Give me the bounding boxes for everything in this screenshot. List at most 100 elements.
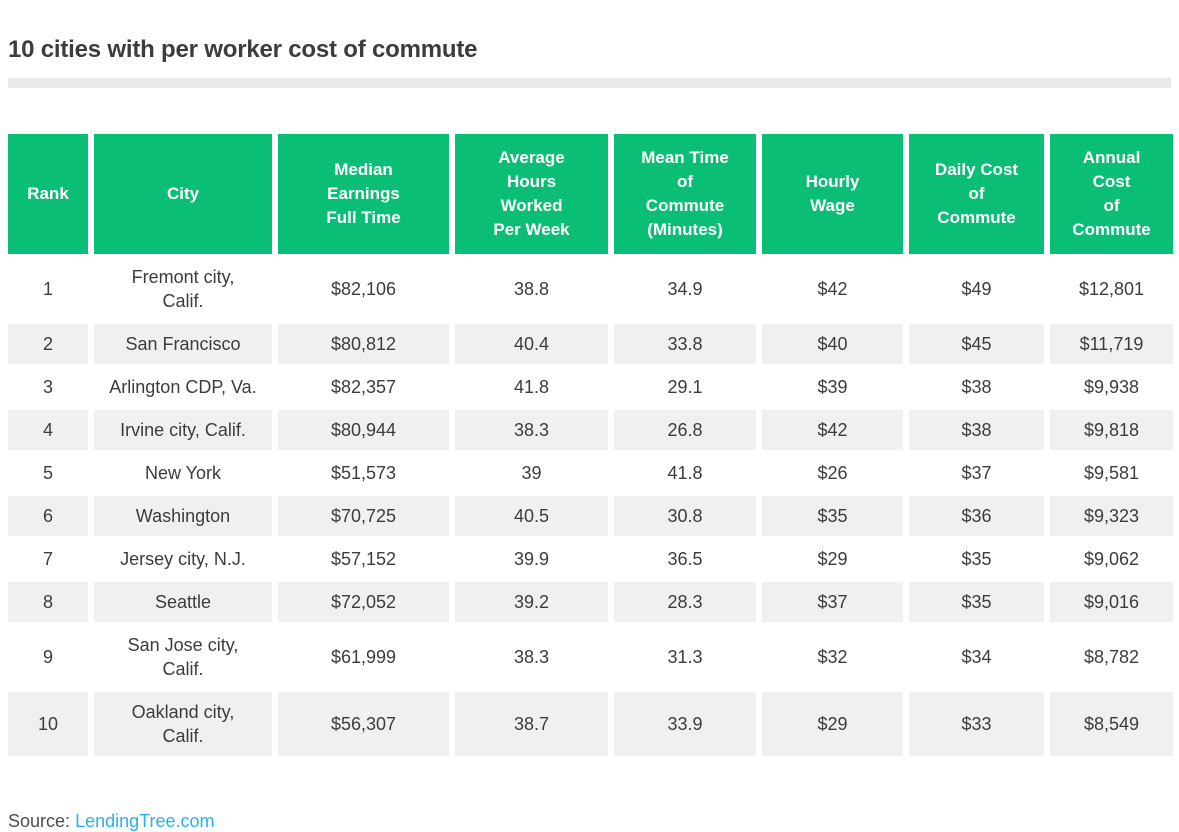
cell-daily-cost: $35 (909, 539, 1044, 579)
header-cell-rank: Rank (8, 134, 88, 254)
table-row: 9 San Jose city, Calif. $61,999 38.3 31.3 $32… (8, 625, 1173, 689)
cell-avg-hours-worked: 38.3 (455, 410, 608, 450)
cell-hourly-wage: $35 (762, 496, 903, 536)
cell-avg-hours-worked: 39 (455, 453, 608, 493)
cell-annual-cost: $11,719 (1050, 324, 1173, 364)
cell-median-earnings: $51,573 (278, 453, 449, 493)
cell-avg-hours-worked: 39.9 (455, 539, 608, 579)
cell-city: San Jose city, Calif. (94, 625, 272, 689)
cell-mean-commute-time: 26.8 (614, 410, 756, 450)
cell-median-earnings: $57,152 (278, 539, 449, 579)
cell-annual-cost: $12,801 (1050, 257, 1173, 321)
source-line: Source: LendingTree.com (8, 811, 1171, 832)
table-row: 5 New York $51,573 39 41.8 $26 $37 $9,581 (8, 453, 1173, 493)
cell-rank: 2 (8, 324, 88, 364)
cell-avg-hours-worked: 39.2 (455, 582, 608, 622)
page-title: 10 cities with per worker cost of commut… (8, 36, 478, 63)
cell-annual-cost: $8,782 (1050, 625, 1173, 689)
cell-city: Jersey city, N.J. (94, 539, 272, 579)
cell-mean-commute-time: 36.5 (614, 539, 756, 579)
cell-hourly-wage: $39 (762, 367, 903, 407)
cell-city: Arlington CDP, Va. (94, 367, 272, 407)
header-cell-city: City (94, 134, 272, 254)
cell-daily-cost: $45 (909, 324, 1044, 364)
table-row: 8 Seattle $72,052 39.2 28.3 $37 $35 $9,016 (8, 582, 1173, 622)
cell-hourly-wage: $42 (762, 410, 903, 450)
cell-annual-cost: $8,549 (1050, 692, 1173, 756)
cell-avg-hours-worked: 38.3 (455, 625, 608, 689)
table-body: 1 Fremont city, Calif. $82,106 38.8 34.9 $42 $… (8, 257, 1173, 756)
header-cell-annual-cost: Annual Cost of Commute (1050, 134, 1173, 254)
cell-mean-commute-time: 33.9 (614, 692, 756, 756)
cell-median-earnings: $82,357 (278, 367, 449, 407)
cell-city: Washington (94, 496, 272, 536)
cell-hourly-wage: $29 (762, 692, 903, 756)
header-cell-avg-hours-worked: Average Hours Worked Per Week (455, 134, 608, 254)
cell-hourly-wage: $26 (762, 453, 903, 493)
header-cell-median-earnings: Median Earnings Full Time (278, 134, 449, 254)
cell-avg-hours-worked: 40.5 (455, 496, 608, 536)
cell-avg-hours-worked: 38.8 (455, 257, 608, 321)
cell-median-earnings: $61,999 (278, 625, 449, 689)
cell-city: Fremont city, Calif. (94, 257, 272, 321)
cell-median-earnings: $70,725 (278, 496, 449, 536)
cell-daily-cost: $34 (909, 625, 1044, 689)
cell-rank: 1 (8, 257, 88, 321)
source-link[interactable]: LendingTree.com (75, 811, 215, 831)
cell-daily-cost: $35 (909, 582, 1044, 622)
table-row: 3 Arlington CDP, Va. $82,357 41.8 29.1 $39 $38… (8, 367, 1173, 407)
header-cell-mean-commute-time: Mean Time of Commute (Minutes) (614, 134, 756, 254)
table-row: 6 Washington $70,725 40.5 30.8 $35 $36 $9,323 (8, 496, 1173, 536)
header-cell-daily-cost: Daily Cost of Commute (909, 134, 1044, 254)
cell-hourly-wage: $32 (762, 625, 903, 689)
cell-annual-cost: $9,581 (1050, 453, 1173, 493)
cell-annual-cost: $9,818 (1050, 410, 1173, 450)
commute-cost-table: Rank City Median Earnings Full Time Aver… (2, 131, 1179, 759)
cell-rank: 10 (8, 692, 88, 756)
table-row: 4 Irvine city, Calif. $80,944 38.3 26.8 $42 $3… (8, 410, 1173, 450)
cell-annual-cost: $9,938 (1050, 367, 1173, 407)
cell-hourly-wage: $42 (762, 257, 903, 321)
cell-mean-commute-time: 29.1 (614, 367, 756, 407)
table-row: 2 San Francisco $80,812 40.4 33.8 $40 $45 $11,7… (8, 324, 1173, 364)
cell-rank: 8 (8, 582, 88, 622)
cell-hourly-wage: $37 (762, 582, 903, 622)
cell-hourly-wage: $40 (762, 324, 903, 364)
cell-annual-cost: $9,062 (1050, 539, 1173, 579)
cell-rank: 5 (8, 453, 88, 493)
cell-rank: 9 (8, 625, 88, 689)
cell-median-earnings: $80,944 (278, 410, 449, 450)
cell-daily-cost: $37 (909, 453, 1044, 493)
cell-city: Irvine city, Calif. (94, 410, 272, 450)
cell-mean-commute-time: 30.8 (614, 496, 756, 536)
cell-mean-commute-time: 28.3 (614, 582, 756, 622)
cell-avg-hours-worked: 40.4 (455, 324, 608, 364)
cell-mean-commute-time: 41.8 (614, 453, 756, 493)
cell-median-earnings: $56,307 (278, 692, 449, 756)
source-label: Source: (8, 811, 71, 831)
cell-mean-commute-time: 33.8 (614, 324, 756, 364)
table-header-row: Rank City Median Earnings Full Time Aver… (8, 134, 1173, 254)
cell-rank: 7 (8, 539, 88, 579)
cell-rank: 6 (8, 496, 88, 536)
cell-rank: 3 (8, 367, 88, 407)
cell-median-earnings: $80,812 (278, 324, 449, 364)
cell-daily-cost: $33 (909, 692, 1044, 756)
cell-city: Seattle (94, 582, 272, 622)
cell-mean-commute-time: 31.3 (614, 625, 756, 689)
cell-city: New York (94, 453, 272, 493)
cell-daily-cost: $38 (909, 410, 1044, 450)
table-row: 7 Jersey city, N.J. $57,152 39.9 36.5 $29 $35 $… (8, 539, 1173, 579)
cell-city: Oakland city, Calif. (94, 692, 272, 756)
cell-mean-commute-time: 34.9 (614, 257, 756, 321)
cell-avg-hours-worked: 38.7 (455, 692, 608, 756)
cell-median-earnings: $82,106 (278, 257, 449, 321)
table-row: 1 Fremont city, Calif. $82,106 38.8 34.9 $42 $… (8, 257, 1173, 321)
cell-median-earnings: $72,052 (278, 582, 449, 622)
cell-city: San Francisco (94, 324, 272, 364)
cell-daily-cost: $36 (909, 496, 1044, 536)
cell-daily-cost: $49 (909, 257, 1044, 321)
cell-daily-cost: $38 (909, 367, 1044, 407)
title-divider (8, 78, 1171, 88)
cell-hourly-wage: $29 (762, 539, 903, 579)
